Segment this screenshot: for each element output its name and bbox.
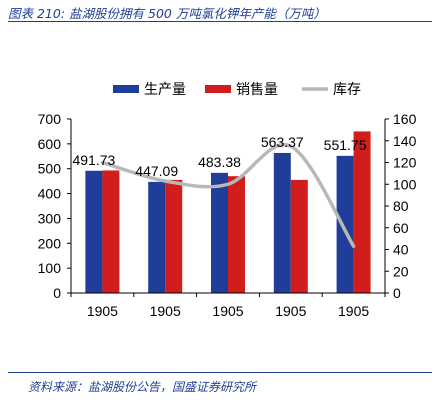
left-tick-label: 0 — [53, 285, 61, 301]
bar-production-5 — [336, 155, 354, 293]
left-axis-tick-labels: 0 100 200 300 400 500 600 700 — [38, 111, 62, 301]
data-label: 447.09 — [135, 163, 178, 179]
legend-swatch-2 — [205, 85, 231, 93]
bar-series — [85, 131, 371, 293]
figure-title: 图表 210: 盐湖股份拥有 500 万吨氯化钾年产能（万吨） — [8, 6, 326, 21]
data-label: 483.38 — [198, 154, 241, 170]
bar-sales-3 — [228, 176, 245, 293]
chart: 生产量 销售量 库存 0 100 200 300 400 500 600 700 0 20 40 60 8… — [38, 81, 417, 319]
left-tick-label: 600 — [38, 136, 62, 152]
line-inventory — [100, 142, 356, 248]
legend-label: 库存 — [333, 81, 361, 97]
right-tick-label: 20 — [393, 263, 409, 279]
x-tick-label: 1905 — [275, 303, 306, 319]
left-tick-label: 300 — [38, 210, 62, 226]
x-axis-tick-labels: 1905 1905 1905 1905 1905 — [87, 303, 370, 319]
bar-sales-1 — [102, 170, 120, 293]
axes — [67, 118, 389, 297]
bar-production-2 — [148, 181, 166, 293]
left-tick-label: 700 — [38, 111, 62, 127]
right-tick-label: 40 — [393, 242, 409, 258]
figure-source: 资料来源：盐湖股份公告，国盛证券研究所 — [28, 380, 257, 394]
left-tick-label: 400 — [38, 186, 62, 202]
right-tick-label: 60 — [393, 220, 409, 236]
right-tick-label: 100 — [393, 176, 417, 192]
left-tick-label: 100 — [38, 260, 62, 276]
bar-sales-2 — [165, 179, 183, 293]
right-tick-label: 140 — [393, 133, 417, 149]
title-rule — [8, 21, 432, 22]
x-tick-label: 1905 — [150, 303, 181, 319]
data-label: 491.73 — [72, 152, 115, 168]
legend-label: 销售量 — [236, 81, 278, 97]
source-rule — [8, 372, 432, 373]
right-tick-label: 160 — [393, 111, 417, 127]
bar-production-3 — [211, 172, 228, 293]
line-series — [100, 142, 356, 248]
right-tick-label: 80 — [393, 198, 409, 214]
data-label: 563.37 — [261, 134, 304, 150]
x-tick-label: 1905 — [87, 303, 118, 319]
legend: 生产量 销售量 库存 — [113, 81, 361, 97]
x-tick-label: 1905 — [338, 303, 369, 319]
bar-sales-4 — [290, 179, 308, 293]
bar-production-4 — [273, 152, 291, 293]
data-label: 551.75 — [324, 137, 367, 153]
left-tick-label: 500 — [38, 161, 62, 177]
right-axis-tick-labels: 0 20 40 60 80 100 120 140 160 — [393, 111, 417, 301]
right-tick-label: 120 — [393, 155, 417, 171]
left-tick-label: 200 — [38, 235, 62, 251]
bar-sales-5 — [353, 131, 371, 293]
x-tick-label: 1905 — [212, 303, 243, 319]
legend-label: 生产量 — [144, 81, 186, 97]
legend-swatch-1 — [113, 85, 139, 93]
data-labels: 491.73 447.09 483.38 563.37 551.75 — [72, 134, 366, 179]
bar-production-1 — [85, 170, 103, 293]
right-tick-label: 0 — [393, 285, 401, 301]
